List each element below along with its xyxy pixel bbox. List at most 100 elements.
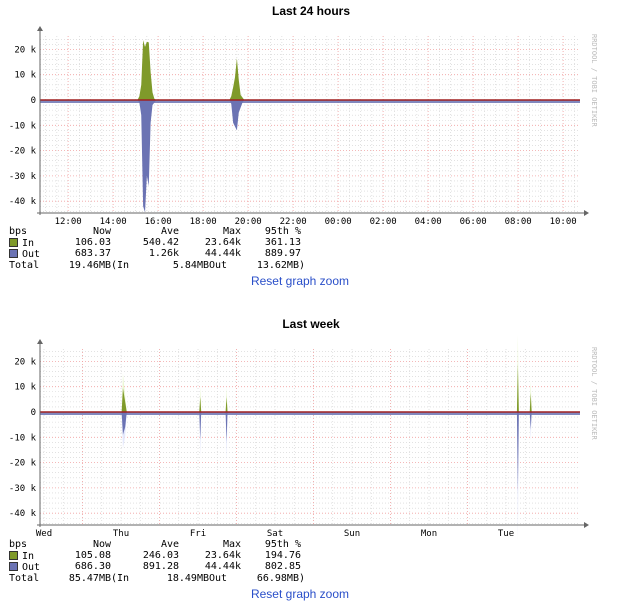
legend-header-cell: Max: [222, 226, 241, 237]
out-baseline: [40, 100, 580, 103]
y-tick-label: -40 k: [9, 509, 37, 519]
y-tick-label: -10 k: [9, 433, 37, 443]
series-out-area: [229, 100, 245, 131]
x-tick-label: 22:00: [280, 217, 307, 227]
legend-total-cell: 85.47MB: [68, 572, 111, 584]
series-in-area: [229, 58, 245, 100]
legend-header-cell: Ave: [160, 539, 179, 550]
series-out-area: [121, 412, 127, 435]
x-tick-label: 02:00: [370, 217, 397, 227]
legend-header-cell: Now: [92, 539, 111, 550]
out-baseline: [40, 412, 580, 415]
y-axis-arrow: [37, 26, 43, 31]
legend-out-cell: Out: [9, 249, 53, 261]
y-tick-label: -40 k: [9, 197, 37, 207]
legend-total-cell: 19.46MB: [68, 259, 111, 271]
legend-out-cell: 44.44k: [204, 561, 241, 572]
legend-row-in: In 105.08 246.03 23.64k 194.76: [9, 549, 305, 563]
legend-in-cell: In: [9, 550, 53, 563]
legend-total-cell: Total: [9, 259, 40, 271]
x-tick-label: 08:00: [505, 217, 532, 227]
legend-header-cell: Ave: [160, 226, 179, 237]
legend-in-cell: 540.42: [142, 236, 179, 248]
series-in-area: [137, 40, 157, 100]
legend-header-cell: bps: [9, 226, 28, 237]
x-axis-arrow: [584, 522, 589, 528]
legend-row-in: In 106.03 540.42 23.64k 361.13: [9, 236, 305, 250]
legend-row-out: Out 683.37 1.26k 44.44k 889.97: [9, 248, 305, 261]
legend-in-cell: 246.03: [142, 549, 179, 561]
y-tick-label: 0: [31, 408, 36, 418]
legend-row-header: bps Now Ave Max 95th %: [9, 539, 305, 551]
x-tick-label: Wed: [36, 529, 52, 539]
y-tick-label: -30 k: [9, 172, 37, 182]
legend-total-cell: Out: [209, 259, 228, 271]
legend-out-cell: 683.37: [74, 248, 111, 259]
legend-out-cell: 44.44k: [204, 248, 241, 259]
legend-swatch-out: [9, 562, 18, 571]
series-in-area: [225, 396, 228, 412]
x-tick-label: 18:00: [190, 217, 217, 227]
series-out-area: [199, 412, 202, 440]
legend-header-cell: Now: [92, 226, 111, 237]
chart-24h[interactable]: 20 k 10 k 0 -10 k -20 k -30 k -40 k 12:00 14:00 1…: [0, 0, 622, 230]
y-tick-label: -30 k: [9, 484, 37, 494]
x-tick-label: 10:00: [550, 217, 577, 227]
legend-out-cell: 891.28: [142, 561, 179, 572]
y-tick-label: 10 k: [14, 71, 36, 81]
legend-total-cell: 13.62MB): [256, 259, 305, 271]
x-tick-label: 16:00: [145, 217, 172, 227]
legend-total-cell: Out: [209, 572, 228, 584]
y-tick-label: 20 k: [14, 45, 36, 55]
legend-total-cell: (In: [111, 572, 130, 584]
legend-out-cell: 889.97: [264, 248, 301, 259]
y-tick-label: -20 k: [9, 147, 37, 157]
legend-out-cell: 686.30: [74, 561, 111, 572]
x-axis-arrow: [584, 210, 589, 216]
legend-swatch-in: [9, 550, 18, 560]
x-tick-label: 20:00: [235, 217, 262, 227]
x-tick-label: Thu: [113, 529, 129, 539]
legend-header-cell: 95th %: [264, 539, 301, 550]
legend-in-cell: 194.76: [264, 549, 301, 561]
y-tick-label: -20 k: [9, 459, 37, 469]
x-tick-label: 00:00: [325, 217, 352, 227]
x-tick-label: 06:00: [460, 217, 487, 227]
y-tick-label: 10 k: [14, 383, 36, 393]
x-tick-label: Mon: [421, 529, 437, 539]
x-tick-label: Sun: [344, 529, 360, 539]
legend-row-out: Out 686.30 891.28 44.44k 802.85: [9, 561, 305, 574]
chart-week[interactable]: 20 k 10 k 0 -10 k -20 k -30 k -40 k Wed Thu Fri Sa…: [0, 0, 622, 540]
legend-out-cell: 1.26k: [148, 248, 179, 259]
legend-in-cell: In: [9, 237, 53, 250]
x-tick-label: 14:00: [100, 217, 127, 227]
legend-total-cell: 5.84MB: [172, 259, 209, 271]
legend-total-cell: (In: [111, 259, 130, 271]
reset-graph-zoom-24h[interactable]: Reset graph zoom: [250, 274, 350, 288]
y-axis-arrow: [37, 339, 43, 344]
x-tick-label: Tue: [498, 529, 514, 539]
legend-total-cell: 18.49MB: [166, 572, 209, 584]
series-out-area: [137, 100, 157, 213]
legend-in-cell: 106.03: [74, 236, 111, 248]
legend-row-total: Total 85.47MB (In 18.49MB Out 66.98MB): [9, 572, 305, 585]
y-tick-label: 20 k: [14, 357, 36, 367]
legend-week: bps Now Ave Max 95th % In 105.08 246.03 23.64k 19…: [9, 539, 305, 585]
legend-out-cell: 802.85: [264, 561, 301, 572]
legend-total-cell: Total: [9, 572, 40, 584]
series-out-area: [529, 412, 532, 430]
legend-row-total: Total 19.46MB (In 5.84MB Out 13.62MB): [9, 259, 305, 272]
legend-row-header: bps Now Ave Max 95th %: [9, 226, 305, 238]
legend-swatch-out: [9, 249, 18, 258]
chart-title-week: Last week: [282, 317, 340, 331]
legend-in-cell: 361.13: [264, 236, 301, 248]
legend-in-cell: 105.08: [74, 549, 111, 561]
watermark: RRDTOOL / TOBI OETIKER: [590, 34, 598, 128]
y-tick-label: 0: [31, 96, 36, 106]
y-tick-label: -10 k: [9, 121, 37, 131]
x-tick-label: Fri: [190, 529, 206, 539]
legend-header-cell: 95th %: [264, 226, 301, 237]
x-tick-label: 12:00: [55, 217, 82, 227]
reset-graph-zoom-week[interactable]: Reset graph zoom: [250, 587, 350, 601]
series-in-area: [516, 363, 519, 412]
